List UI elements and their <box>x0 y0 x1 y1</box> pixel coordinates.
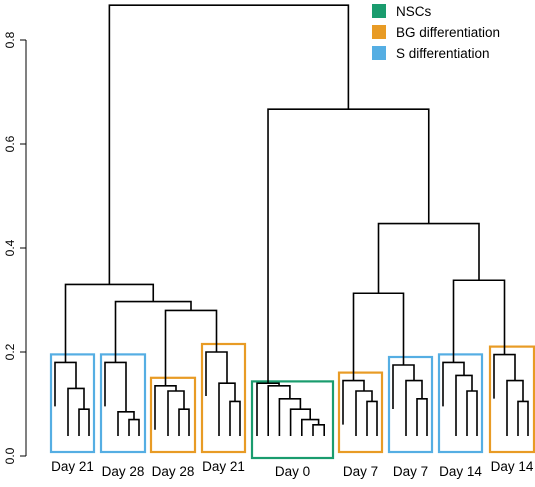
tree-link <box>342 379 365 425</box>
tree-link <box>128 418 140 436</box>
tree-link <box>267 108 430 384</box>
legend-swatch <box>372 4 386 18</box>
tree-link <box>355 390 373 436</box>
cluster-box-s <box>387 355 434 454</box>
tree-link <box>205 351 228 396</box>
cluster-box-bg <box>149 376 197 454</box>
tree-link <box>517 400 529 436</box>
tree-link <box>154 384 177 430</box>
tree-link <box>506 379 524 436</box>
cluster-box-bg <box>488 345 535 454</box>
tree-link <box>312 423 326 436</box>
tree-link <box>289 408 312 436</box>
y-tick-label: 0.0 <box>3 447 17 464</box>
group-label: Day 21 <box>51 459 94 474</box>
tree-link <box>164 309 218 386</box>
legend-swatch <box>372 46 386 60</box>
tree-link <box>54 361 77 407</box>
group-label: Day 21 <box>202 459 245 474</box>
group-label: Day 28 <box>102 464 145 479</box>
tree-link <box>167 390 185 436</box>
y-tick-label: 0.6 <box>3 135 17 152</box>
y-tick-label: 0.2 <box>3 343 17 360</box>
tree-link <box>178 408 190 436</box>
group-label: Day 7 <box>343 464 378 479</box>
cluster-box-bg <box>337 371 384 454</box>
tree-link <box>466 390 478 436</box>
tree-link <box>218 382 236 436</box>
tree-link <box>229 400 241 436</box>
tree-link <box>416 397 428 436</box>
legend-label: NSCs <box>396 4 432 19</box>
tree-link <box>78 408 90 436</box>
cluster-box-bg <box>200 342 247 454</box>
legend-label: S differentiation <box>396 46 490 61</box>
tree-link <box>104 361 127 412</box>
group-label: Day 14 <box>439 464 482 479</box>
cluster-box-nscs <box>250 380 335 460</box>
group-label: Day 7 <box>393 464 428 479</box>
y-tick-label: 0.8 <box>3 31 17 48</box>
tree-link <box>452 279 506 363</box>
cluster-box-s <box>437 353 484 454</box>
tree-link <box>442 361 465 407</box>
tree-link <box>300 418 320 436</box>
tree-link <box>117 410 135 436</box>
legend-label: BG differentiation <box>396 25 500 40</box>
cluster-box-s <box>99 353 147 454</box>
group-label: Day 28 <box>152 464 195 479</box>
legend-swatch <box>372 25 386 39</box>
tree-link <box>377 222 480 294</box>
tree-link <box>64 283 155 363</box>
tree-link <box>392 364 415 409</box>
tree-link <box>352 292 405 381</box>
tree-link <box>67 387 85 436</box>
tree-link <box>493 353 516 399</box>
group-label: Day 14 <box>491 459 534 474</box>
tree-link <box>455 374 473 436</box>
tree-link <box>405 379 423 436</box>
tree-link <box>366 400 378 436</box>
cluster-box-s <box>49 353 96 454</box>
tree-link <box>108 4 350 285</box>
group-label: Day 0 <box>275 464 310 479</box>
y-tick-label: 0.4 <box>3 239 17 256</box>
